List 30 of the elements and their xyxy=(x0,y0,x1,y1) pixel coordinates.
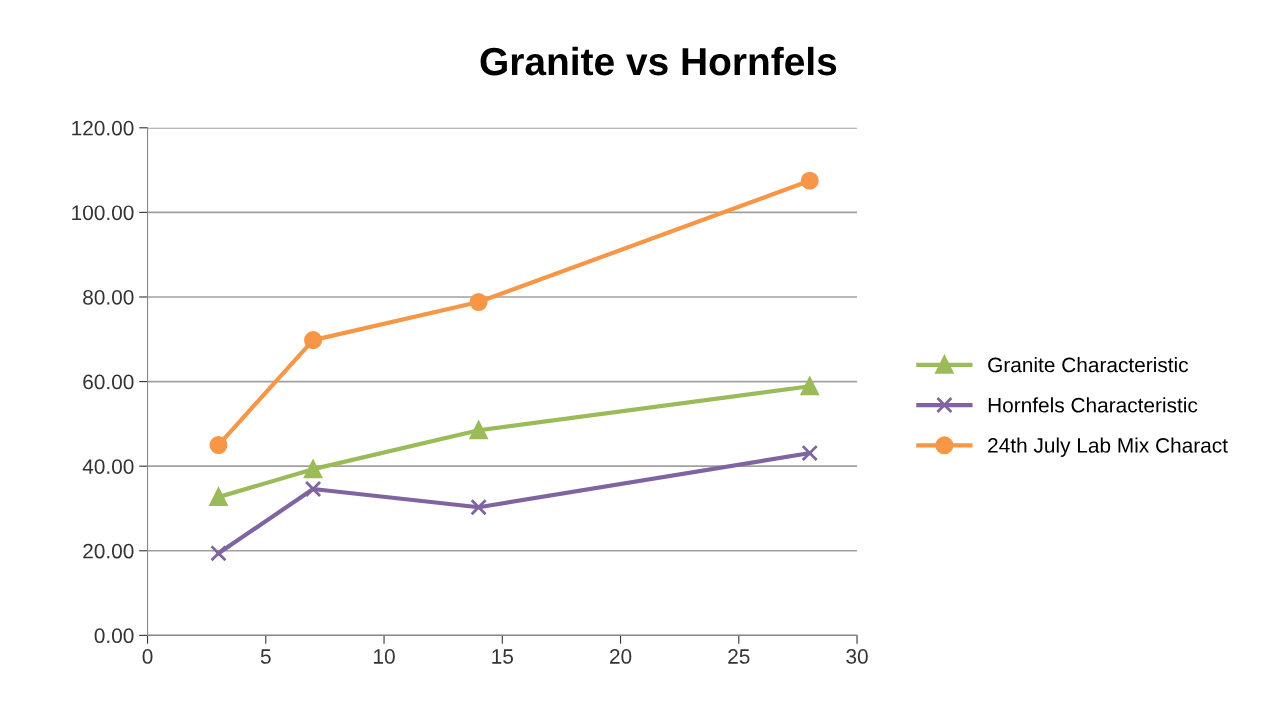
legend-label: 24th July Lab Mix Charact xyxy=(988,437,1228,457)
point xyxy=(469,293,488,312)
point xyxy=(304,331,323,350)
y-tick-label: 40.00 xyxy=(82,459,134,474)
point xyxy=(304,480,322,498)
legend-label: Granite Characteristic xyxy=(988,356,1189,373)
point xyxy=(470,498,487,516)
y-tick-label: 120.00 xyxy=(72,120,134,136)
point xyxy=(801,444,819,462)
x-tick-label: 30 xyxy=(846,649,868,664)
x-tick-label: 10 xyxy=(374,649,395,664)
y-tick-label: 100.00 xyxy=(72,205,134,221)
point xyxy=(209,435,228,455)
x-tick-label: 0 xyxy=(142,649,153,664)
point xyxy=(304,460,323,479)
y-tick-label: 0.00 xyxy=(94,628,134,644)
point xyxy=(469,421,488,440)
x-tick-label: 5 xyxy=(260,649,271,664)
x-tick-label: 25 xyxy=(728,649,750,664)
chart-title: Granite vs Hornfels xyxy=(480,46,837,76)
point xyxy=(210,544,227,562)
y-tick-label: 60.00 xyxy=(83,374,134,390)
x-tick-label: 20 xyxy=(610,649,632,664)
point xyxy=(800,377,819,396)
y-tick-label: 80.00 xyxy=(83,289,134,305)
point xyxy=(209,488,228,507)
y-tick-label: 20.00 xyxy=(83,543,134,559)
point xyxy=(800,171,819,190)
legend-label: Hornfels Characteristic xyxy=(988,397,1198,413)
x-tick-label: 15 xyxy=(492,649,514,664)
